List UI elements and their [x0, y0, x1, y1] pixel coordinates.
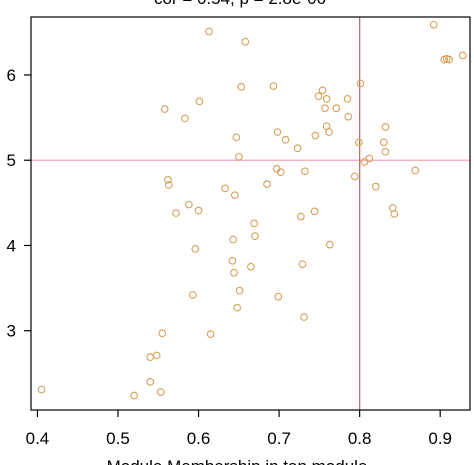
data-point — [296, 212, 305, 221]
data-point — [251, 232, 259, 240]
data-point — [343, 94, 352, 103]
data-point — [194, 206, 203, 215]
data-point — [371, 182, 380, 191]
data-point — [158, 329, 167, 338]
data-point — [310, 207, 319, 216]
plot-frame — [30, 16, 471, 411]
data-point — [263, 180, 271, 188]
data-point — [234, 152, 243, 161]
data-point — [429, 20, 438, 29]
data-point — [230, 268, 238, 277]
data-point — [301, 167, 309, 176]
data-point — [381, 123, 390, 131]
data-point — [276, 168, 285, 177]
y-tick-label: 5 — [7, 151, 16, 170]
data-point — [241, 37, 250, 46]
data-point — [237, 83, 246, 91]
data-point — [185, 200, 193, 209]
data-point — [344, 112, 353, 121]
data-point — [228, 256, 237, 265]
data-point — [205, 27, 213, 36]
data-point — [152, 351, 161, 360]
data-point — [172, 209, 180, 217]
data-point — [156, 388, 165, 396]
data-point — [160, 105, 169, 113]
data-point — [146, 353, 155, 361]
data-point — [195, 97, 204, 106]
data-point — [250, 219, 258, 228]
data-point — [189, 291, 197, 299]
data-point — [332, 104, 341, 113]
data-point — [229, 235, 238, 244]
data-point — [325, 240, 334, 249]
data-point — [164, 175, 172, 184]
data-point — [235, 286, 244, 295]
data-point — [130, 391, 138, 400]
data-point — [350, 172, 359, 181]
data-point — [146, 378, 155, 386]
data-points — [37, 20, 467, 400]
y-tick-label: 3 — [7, 322, 16, 341]
data-point — [281, 135, 290, 144]
y-axis: 3 4 5 6 — [7, 66, 31, 341]
x-tick-label: 0.5 — [106, 429, 130, 448]
data-point — [411, 166, 420, 175]
data-point — [458, 51, 467, 60]
data-point — [206, 330, 215, 338]
x-tick-label: 0.6 — [187, 429, 211, 448]
data-point — [365, 154, 374, 163]
data-point — [325, 128, 333, 136]
data-point — [230, 191, 239, 200]
data-point — [164, 181, 173, 189]
data-point — [247, 262, 255, 271]
chart-title: cor = 0.54, p = 2.8e-06 — [154, 0, 326, 8]
data-point — [191, 245, 200, 253]
data-point — [354, 138, 363, 147]
plot-area — [31, 17, 470, 410]
data-point — [233, 303, 242, 312]
data-point — [37, 385, 46, 394]
y-tick-label: 6 — [7, 66, 16, 85]
x-tick-label: 0.7 — [267, 429, 291, 448]
data-point — [274, 292, 283, 301]
data-point — [390, 210, 399, 218]
data-point — [379, 138, 388, 147]
data-point — [298, 260, 307, 269]
x-axis: 0.4 0.5 0.6 0.7 0.8 0.9 — [26, 410, 452, 448]
data-point — [273, 128, 282, 136]
x-axis-label: Module Membership in tan module — [107, 457, 368, 465]
data-point — [269, 82, 278, 90]
data-point — [311, 131, 320, 140]
data-point — [445, 55, 453, 64]
x-tick-label: 0.4 — [26, 429, 50, 448]
data-point — [318, 86, 327, 95]
data-point — [321, 104, 329, 113]
data-point — [356, 79, 365, 88]
data-point — [293, 144, 302, 153]
data-point — [232, 133, 241, 142]
data-point — [381, 147, 390, 156]
data-point — [314, 92, 323, 101]
x-tick-label: 0.8 — [348, 429, 372, 448]
data-point — [322, 94, 331, 103]
x-tick-label: 0.9 — [428, 429, 452, 448]
y-tick-label: 4 — [7, 236, 16, 255]
data-point — [181, 114, 189, 123]
data-point — [221, 184, 229, 193]
data-point — [300, 313, 308, 321]
